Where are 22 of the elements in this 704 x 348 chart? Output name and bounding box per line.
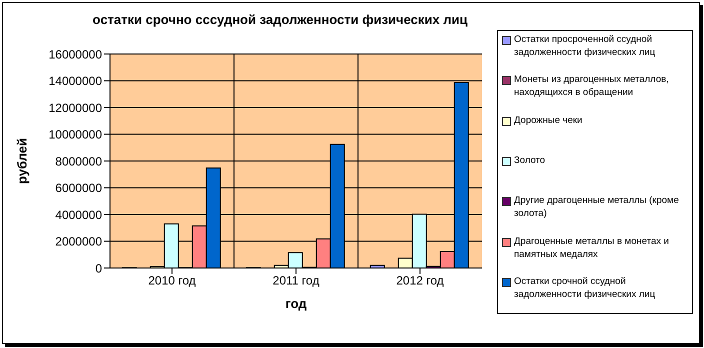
y-tick-label: 16000000	[48, 47, 102, 62]
legend-label: Золото	[514, 154, 546, 168]
y-tick-label: 8000000	[55, 154, 102, 168]
y-tick-label: 12000000	[48, 100, 102, 115]
y-tick-label: 2000000	[55, 234, 102, 249]
y-tick-label: 10000000	[48, 128, 102, 142]
legend-label: Дорожные чеки	[514, 114, 582, 128]
legend-label: Остатки просроченной ссудной задолженности физических лиц	[514, 33, 656, 60]
y-tick-label: 4000000	[55, 208, 102, 222]
chart-title: остатки срочно сссудной задолженности физических лиц	[92, 12, 468, 27]
x-tick-label: 2011 год	[272, 274, 320, 288]
y-tick-label: 14000000	[48, 74, 102, 88]
legend-label: Остатки срочной ссудной задолженности физических лиц	[514, 274, 656, 302]
y-tick-label: 0	[95, 261, 102, 276]
y-axis-title: рублей	[14, 138, 30, 184]
x-tick-label: 2012 год	[396, 274, 444, 288]
legend-label: Другие драгоценные металлы (кроме золота)	[514, 194, 680, 222]
x-tick-label: 2010 год	[148, 274, 196, 288]
y-tick-label: 6000000	[55, 181, 102, 196]
legend-label: Драгоценные металлы в монетах и памятных медалях	[514, 234, 670, 262]
x-axis-title: год	[285, 296, 308, 311]
legend-label: Монеты из драгоценных металлов, находящихся в обращении	[514, 73, 670, 100]
